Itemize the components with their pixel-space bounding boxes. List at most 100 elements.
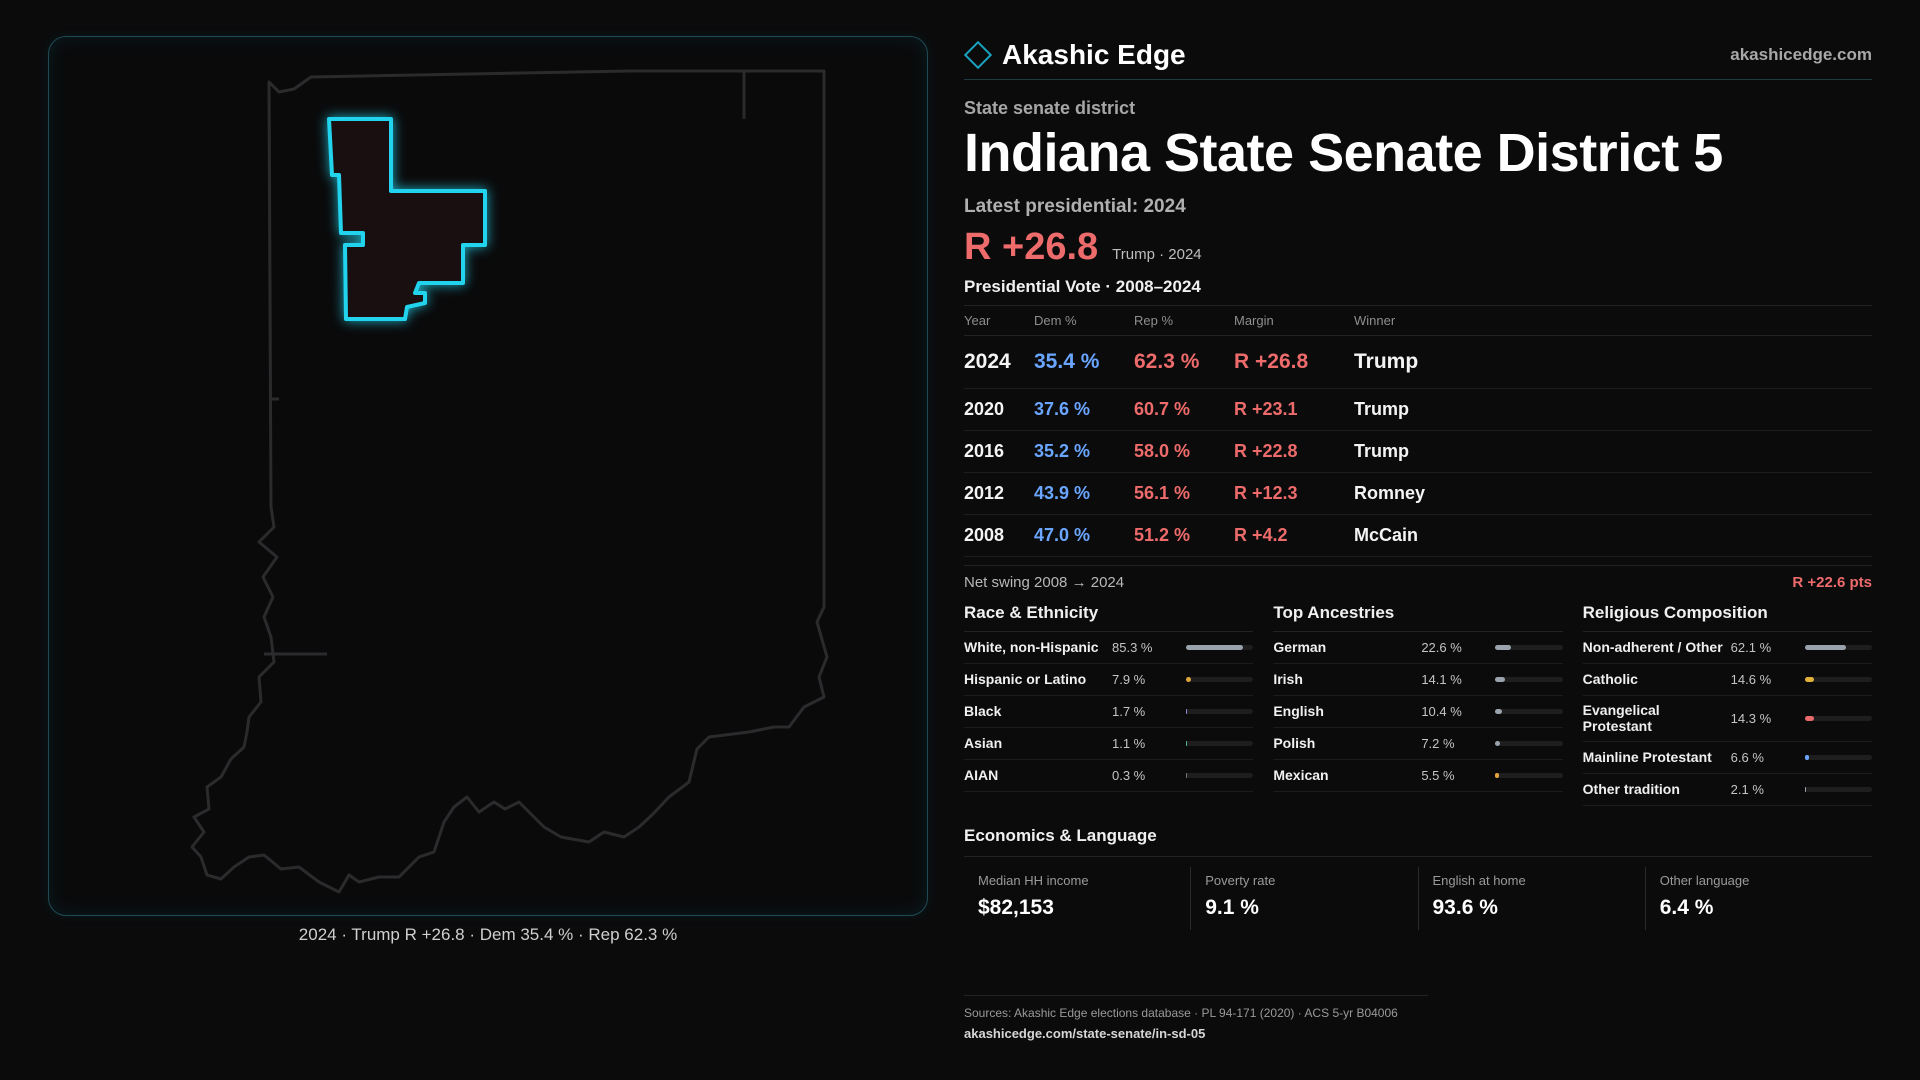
headline-sub: Trump · 2024 bbox=[1112, 245, 1202, 263]
share-bar-track bbox=[1804, 787, 1872, 793]
demographic-value: 62.1 % bbox=[1730, 639, 1772, 655]
stat-card-other-language: Other language 6.4 % bbox=[1644, 867, 1872, 931]
row-rep: 58.0 % bbox=[1134, 430, 1234, 473]
row-margin: R +22.8 bbox=[1234, 430, 1354, 473]
stat-value: 6.4 % bbox=[1659, 896, 1714, 920]
indiana-map[interactable] bbox=[49, 37, 929, 917]
demographic-label: English bbox=[1273, 702, 1324, 719]
vote-section-label: Presidential Vote · 2008–2024 bbox=[964, 276, 1201, 296]
share-bar-track bbox=[1804, 755, 1872, 761]
brand[interactable]: Akashic Edge bbox=[963, 39, 1186, 71]
state-outline bbox=[190, 69, 829, 894]
demographic-value: 7.9 % bbox=[1112, 671, 1146, 687]
net-swing-value: R +22.6 pts bbox=[1792, 573, 1872, 591]
demographic-value: 7.2 % bbox=[1421, 735, 1455, 751]
row-dem: 35.4 % bbox=[1034, 335, 1134, 389]
row-winner: McCain bbox=[1354, 514, 1872, 557]
demographic-row: English 10.4 % bbox=[1273, 696, 1563, 728]
share-bar-fill bbox=[1495, 708, 1503, 714]
share-bar-fill bbox=[1186, 772, 1187, 778]
demographic-label: Mexican bbox=[1273, 766, 1329, 783]
row-year: 2008 bbox=[964, 514, 1034, 557]
demographic-value: 5.5 % bbox=[1421, 767, 1455, 783]
table-row: 2020 37.6 % 60.7 % R +23.1 Trump bbox=[964, 388, 1872, 431]
share-bar-fill bbox=[1495, 644, 1511, 650]
demographic-value: 14.1 % bbox=[1421, 671, 1462, 687]
share-bar-track bbox=[1186, 772, 1254, 778]
share-bar-track bbox=[1495, 644, 1563, 650]
headline-margin-row: R +26.8 Trump · 2024 bbox=[964, 226, 1872, 269]
share-bar-track bbox=[1186, 708, 1254, 714]
share-bar-fill bbox=[1186, 676, 1192, 682]
demographic-value: 6.6 % bbox=[1730, 750, 1764, 766]
share-bar-fill bbox=[1495, 676, 1505, 682]
presidential-vote-table: Year Dem % Rep % Margin Winner 2024 35.4… bbox=[964, 304, 1872, 557]
demographic-row: AIAN 0.3 % bbox=[964, 760, 1254, 792]
share-bar-track bbox=[1186, 740, 1254, 746]
demographic-value: 22.6 % bbox=[1421, 639, 1462, 655]
latest-presidential-label: Latest presidential: 2024 bbox=[964, 195, 1186, 217]
share-bar-fill bbox=[1186, 644, 1244, 650]
stat-card-poverty: Poverty rate 9.1 % bbox=[1190, 867, 1417, 931]
row-winner: Trump bbox=[1354, 430, 1872, 473]
row-rep: 56.1 % bbox=[1134, 472, 1234, 515]
stat-value: 9.1 % bbox=[1205, 896, 1259, 920]
demographic-label: Hispanic or Latino bbox=[964, 670, 1087, 687]
row-dem: 37.6 % bbox=[1034, 388, 1134, 431]
map-panel[interactable] bbox=[48, 36, 928, 916]
share-bar-track bbox=[1804, 644, 1872, 650]
demographic-label: Irish bbox=[1273, 670, 1303, 687]
demographic-value: 85.3 % bbox=[1112, 639, 1153, 655]
row-year: 2024 bbox=[964, 335, 1034, 389]
race-ethnicity-section: Race & Ethnicity White, non-Hispanic 85.3… bbox=[964, 603, 1254, 807]
row-rep: 51.2 % bbox=[1134, 514, 1234, 557]
row-margin: R +12.3 bbox=[1234, 472, 1354, 515]
col-rep: Rep % bbox=[1134, 304, 1234, 336]
demographic-value: 10.4 % bbox=[1421, 703, 1462, 719]
share-bar-track bbox=[1495, 772, 1563, 778]
row-rep: 60.7 % bbox=[1134, 388, 1234, 431]
demographic-label: AIAN bbox=[964, 766, 999, 783]
row-dem: 43.9 % bbox=[1034, 472, 1134, 515]
demographic-value: 0.3 % bbox=[1112, 767, 1146, 783]
demographic-label: Asian bbox=[964, 734, 1003, 751]
demographic-row: Mainline Protestant 6.6 % bbox=[1582, 742, 1872, 775]
demographics: Race & Ethnicity White, non-Hispanic 85.3… bbox=[964, 603, 1872, 807]
row-year: 2020 bbox=[964, 388, 1034, 431]
demographic-row: Other tradition 2.1 % bbox=[1582, 774, 1872, 807]
stat-label: English at home bbox=[1432, 873, 1526, 889]
demographic-row: German 22.6 % bbox=[1273, 632, 1563, 664]
share-bar-track bbox=[1186, 676, 1254, 682]
share-bar-track bbox=[1495, 676, 1563, 682]
demographic-row: Non-adherent / Other 62.1 % bbox=[1582, 632, 1872, 664]
share-bar-fill bbox=[1804, 755, 1810, 761]
row-winner: Romney bbox=[1354, 472, 1872, 515]
section-title: Race & Ethnicity bbox=[964, 603, 1254, 632]
share-bar-track bbox=[1186, 644, 1254, 650]
share-bar-fill bbox=[1804, 676, 1815, 682]
col-year: Year bbox=[964, 304, 1034, 336]
demographic-label: Polish bbox=[1273, 734, 1316, 751]
source-url[interactable]: akashicedge.com/state-senate/in-sd-05 bbox=[964, 1026, 1206, 1041]
share-bar-fill bbox=[1186, 740, 1187, 746]
demographic-label: Black bbox=[964, 702, 1002, 719]
demographic-label: Catholic bbox=[1582, 670, 1638, 687]
diamond-icon bbox=[963, 40, 993, 69]
share-bar-track bbox=[1804, 715, 1872, 721]
demographic-value: 14.3 % bbox=[1730, 710, 1772, 726]
table-row: 2016 35.2 % 58.0 % R +22.8 Trump bbox=[964, 430, 1872, 473]
share-bar-track bbox=[1804, 676, 1872, 682]
row-dem: 47.0 % bbox=[1034, 514, 1134, 557]
stat-value: 93.6 % bbox=[1432, 896, 1498, 920]
demographic-value: 14.6 % bbox=[1730, 671, 1772, 687]
row-winner: Trump bbox=[1354, 388, 1872, 431]
site-link[interactable]: akashicedge.com bbox=[1730, 44, 1872, 64]
row-rep: 62.3 % bbox=[1134, 335, 1234, 389]
share-bar-fill bbox=[1186, 708, 1188, 714]
district-shape[interactable] bbox=[327, 117, 487, 321]
share-bar-fill bbox=[1495, 772, 1500, 778]
share-bar-fill bbox=[1804, 787, 1807, 793]
stat-label: Median HH income bbox=[978, 873, 1089, 889]
demographic-row: Mexican 5.5 % bbox=[1273, 760, 1563, 792]
net-swing-label: Net swing 2008 → 2024 bbox=[964, 573, 1125, 591]
